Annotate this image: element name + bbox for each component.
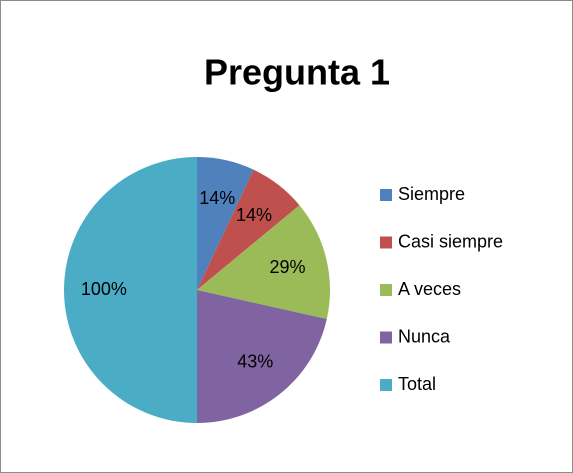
pie-slice (197, 290, 327, 423)
legend-label: Casi siempre (398, 231, 503, 251)
legend-swatch (380, 284, 392, 296)
pie-slice (197, 157, 254, 290)
legend-swatch (380, 236, 392, 249)
chart-title: Pregunta 1 (204, 52, 390, 93)
legend-label: Siempre (398, 184, 465, 204)
legend-label: A veces (398, 279, 461, 299)
pie-slice (64, 157, 197, 423)
legend-label: Total (398, 374, 436, 394)
legend-swatch (380, 379, 392, 391)
pie-slice (197, 205, 331, 320)
legend-swatch (380, 331, 392, 344)
data-label: 14% (199, 188, 235, 208)
data-label: 100% (81, 279, 127, 299)
data-label: 14% (236, 205, 272, 225)
legend-swatch (380, 189, 392, 201)
data-label: 29% (270, 257, 306, 277)
pie-slice (197, 169, 300, 290)
legend-label: Nunca (398, 326, 451, 346)
data-label: 43% (237, 351, 273, 371)
